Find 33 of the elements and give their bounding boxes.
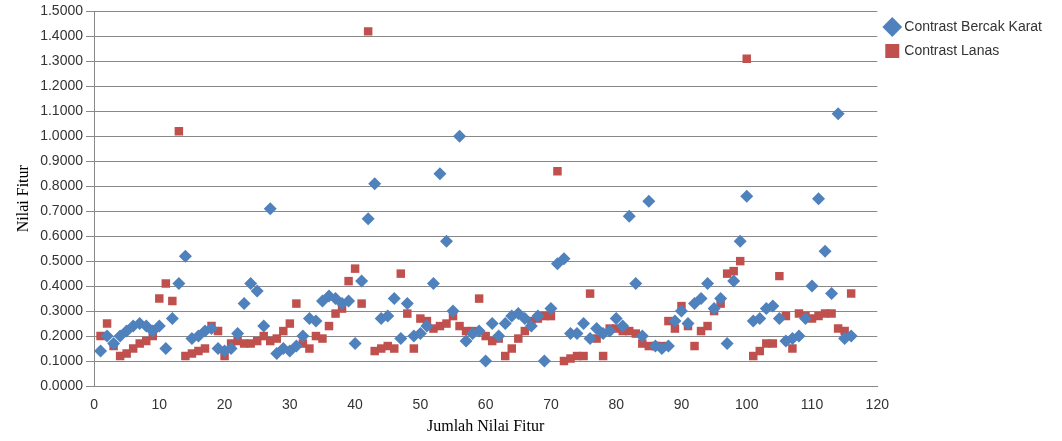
y-tick-label: 1.0000 [40, 127, 84, 144]
x-tick-label: 40 [347, 396, 364, 413]
x-tick-label: 100 [735, 396, 759, 413]
y-tick-label: 1.2000 [40, 77, 84, 94]
x-tick-label: 90 [673, 396, 690, 413]
y-tick-label: 1.4000 [40, 27, 84, 44]
y-tick-label: 0.8000 [40, 177, 84, 194]
x-tick-label: 10 [151, 396, 168, 413]
y-tick-label: 0.1000 [40, 351, 84, 368]
y-tick-label: 0.3000 [40, 301, 84, 318]
x-tick-label: 50 [412, 396, 429, 413]
x-tick-label: 70 [543, 396, 559, 413]
y-tick-label: 1.5000 [40, 2, 84, 19]
y-tick-label: 1.1000 [40, 102, 84, 119]
y-tick-label: 0.9000 [40, 152, 84, 169]
y-tick-label: 1.3000 [40, 52, 84, 69]
legend-label: Contrast Lanas [904, 41, 1000, 58]
x-tick-label: 30 [282, 396, 298, 413]
y-tick-label: 0.2000 [40, 326, 84, 343]
y-tick-label: 0.0000 [40, 376, 84, 393]
legend-label: Contrast Bercak Karat [904, 17, 1043, 34]
x-tick-label: 80 [608, 396, 625, 413]
x-tick-label: 60 [477, 396, 494, 413]
y-tick-label: 0.6000 [40, 227, 84, 244]
y-tick-label: 0.7000 [40, 202, 84, 219]
x-tick-label: 0 [90, 396, 99, 413]
x-tick-label: 120 [865, 396, 890, 413]
y-tick-label: 0.4000 [40, 276, 84, 293]
x-tick-label: 110 [800, 396, 824, 413]
y-axis-title: Nilai Fitur [13, 164, 31, 233]
x-axis-title: Jumlah Nilai Fitur [426, 416, 545, 434]
x-tick-label: 20 [216, 396, 233, 413]
y-tick-label: 0.5000 [40, 251, 84, 268]
